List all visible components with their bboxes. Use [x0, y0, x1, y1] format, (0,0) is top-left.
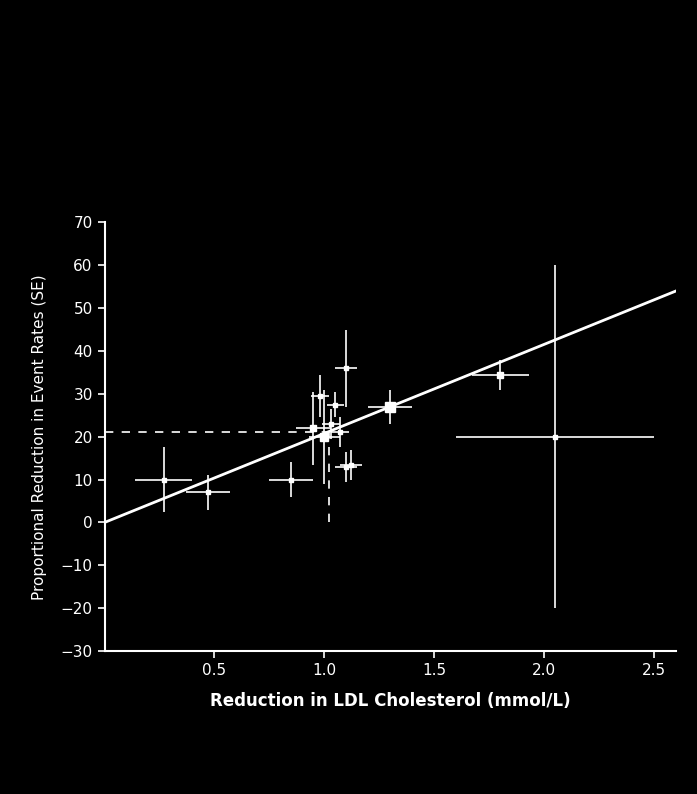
Y-axis label: Proportional Reduction in Event Rates (SE): Proportional Reduction in Event Rates (S… — [32, 274, 47, 599]
X-axis label: Reduction in LDL Cholesterol (mmol/L): Reduction in LDL Cholesterol (mmol/L) — [210, 692, 571, 710]
